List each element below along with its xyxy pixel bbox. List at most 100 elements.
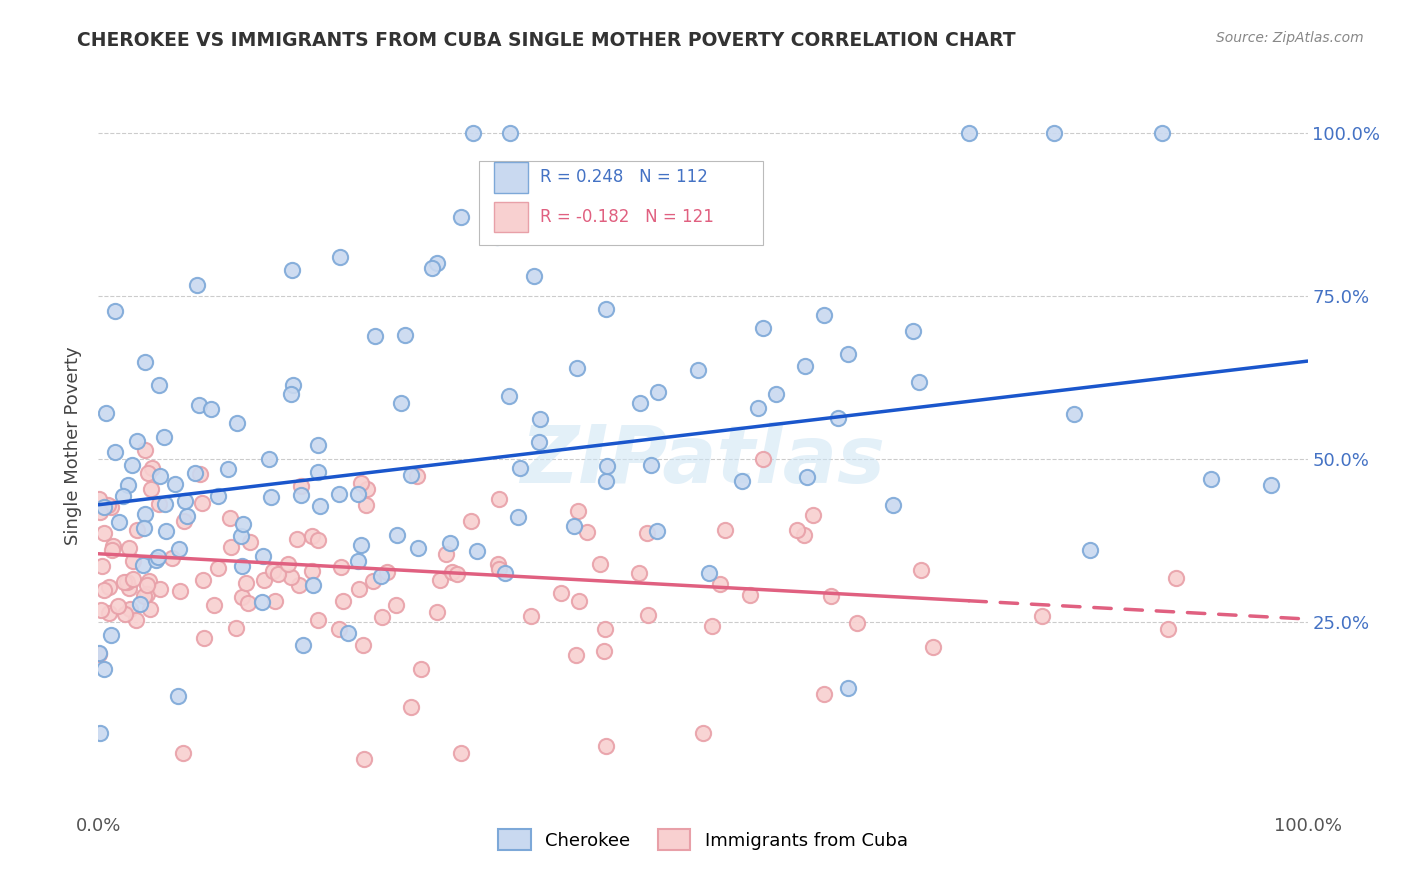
Point bbox=[846, 615, 869, 630]
Point bbox=[257, 451, 280, 466]
Point bbox=[138, 574, 160, 588]
Point bbox=[236, 596, 259, 610]
Point bbox=[264, 594, 287, 608]
Point bbox=[494, 566, 516, 580]
Point bbox=[250, 595, 273, 609]
Point bbox=[1152, 126, 1174, 140]
Point bbox=[280, 570, 302, 584]
Point bbox=[1157, 622, 1180, 636]
Point bbox=[219, 511, 242, 525]
Point bbox=[302, 578, 325, 592]
Point bbox=[307, 437, 329, 451]
Point bbox=[354, 498, 377, 512]
Point bbox=[122, 572, 145, 586]
Point bbox=[111, 490, 134, 504]
Point bbox=[89, 505, 111, 519]
Point bbox=[193, 631, 215, 645]
Point bbox=[253, 573, 276, 587]
Point bbox=[426, 256, 449, 270]
Point bbox=[562, 518, 585, 533]
Point bbox=[291, 639, 314, 653]
Point bbox=[186, 278, 208, 293]
Point bbox=[446, 566, 468, 581]
Point bbox=[226, 416, 249, 430]
Point bbox=[595, 301, 617, 316]
Point bbox=[141, 482, 163, 496]
Point bbox=[527, 434, 550, 449]
Point bbox=[450, 746, 472, 760]
Point bbox=[172, 746, 194, 760]
Point bbox=[155, 497, 177, 511]
Point bbox=[93, 500, 115, 514]
Point bbox=[429, 573, 451, 587]
Point bbox=[200, 401, 222, 416]
Point bbox=[309, 500, 332, 514]
Point bbox=[441, 565, 464, 579]
Point bbox=[1164, 571, 1187, 585]
Point bbox=[827, 410, 849, 425]
Point bbox=[356, 482, 378, 496]
Point bbox=[794, 359, 817, 373]
Point bbox=[280, 387, 302, 401]
Point bbox=[747, 401, 769, 415]
Point bbox=[93, 662, 115, 676]
Point bbox=[174, 494, 197, 508]
Point bbox=[134, 507, 156, 521]
Point bbox=[87, 647, 110, 661]
Point bbox=[225, 621, 247, 635]
Point bbox=[307, 613, 329, 627]
Point bbox=[1031, 608, 1053, 623]
Point bbox=[235, 575, 257, 590]
Point bbox=[336, 626, 359, 640]
Point bbox=[697, 566, 720, 581]
Point bbox=[411, 662, 433, 676]
Point bbox=[145, 552, 167, 566]
Point bbox=[232, 517, 254, 532]
Point bbox=[347, 554, 370, 568]
Point bbox=[593, 644, 616, 658]
Point bbox=[307, 533, 329, 548]
Point bbox=[882, 498, 904, 512]
Point bbox=[229, 529, 252, 543]
Point bbox=[122, 554, 145, 568]
Point bbox=[169, 584, 191, 599]
Text: R = 0.248   N = 112: R = 0.248 N = 112 bbox=[540, 169, 707, 186]
Point bbox=[101, 542, 124, 557]
Point bbox=[589, 558, 612, 572]
Point bbox=[394, 327, 416, 342]
Text: R = -0.182   N = 121: R = -0.182 N = 121 bbox=[540, 208, 714, 226]
FancyBboxPatch shape bbox=[494, 202, 527, 232]
Point bbox=[837, 681, 859, 695]
Point bbox=[184, 466, 207, 480]
Point bbox=[134, 443, 156, 458]
Point bbox=[384, 599, 406, 613]
Point bbox=[460, 514, 482, 528]
Point bbox=[152, 430, 174, 444]
Point bbox=[166, 690, 188, 704]
Point bbox=[627, 566, 650, 580]
Point bbox=[596, 458, 619, 473]
Point bbox=[329, 250, 352, 264]
Point bbox=[267, 566, 290, 581]
Point bbox=[709, 577, 731, 591]
Point bbox=[700, 619, 723, 633]
Point bbox=[801, 508, 824, 522]
Point bbox=[506, 510, 529, 524]
Point bbox=[450, 211, 472, 225]
Point bbox=[328, 487, 350, 501]
Point bbox=[463, 126, 485, 140]
Point bbox=[406, 469, 429, 483]
Point bbox=[132, 558, 155, 573]
Point bbox=[595, 739, 617, 754]
Point bbox=[692, 726, 714, 740]
Point bbox=[813, 309, 835, 323]
Point bbox=[231, 558, 253, 573]
Point bbox=[488, 562, 510, 576]
Point bbox=[595, 474, 617, 488]
Point bbox=[307, 465, 329, 479]
Point bbox=[1063, 408, 1085, 422]
Point bbox=[301, 529, 323, 543]
Point bbox=[90, 603, 112, 617]
FancyBboxPatch shape bbox=[479, 161, 763, 244]
Point bbox=[262, 564, 284, 578]
